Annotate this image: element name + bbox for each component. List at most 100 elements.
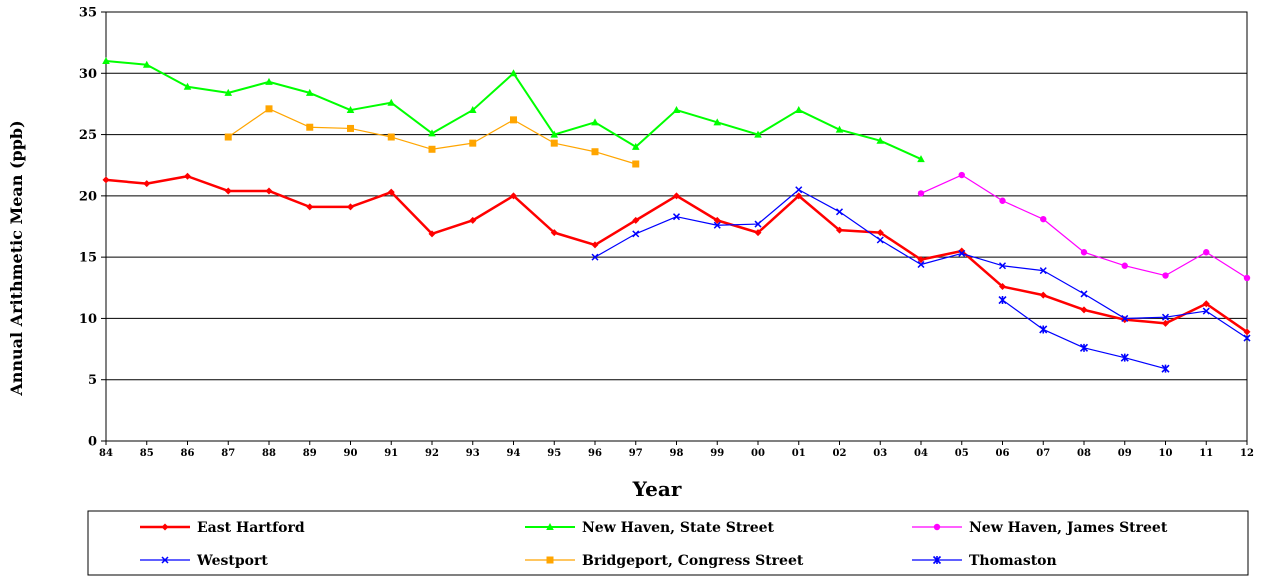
data-point	[550, 229, 558, 237]
legend-label: New Haven, James Street	[969, 520, 1168, 536]
x-tick-label: 04	[914, 448, 928, 459]
data-point	[917, 260, 925, 269]
legend-marker	[932, 555, 942, 565]
data-point	[1243, 334, 1251, 342]
data-point	[876, 236, 884, 244]
data-point	[1120, 353, 1129, 362]
data-point	[1040, 215, 1047, 223]
data-point	[754, 220, 762, 228]
data-point	[387, 188, 395, 196]
y-tick-label: 10	[79, 312, 97, 327]
data-point	[672, 213, 681, 221]
legend-label: Westport	[196, 553, 268, 569]
data-point	[713, 118, 722, 126]
y-axis-ticks: 0 5 10 15 20 25 30 35	[79, 6, 106, 450]
y-tick-label: 35	[79, 6, 97, 21]
data-point	[1161, 313, 1170, 321]
x-tick-label: 85	[140, 448, 154, 459]
legend-marker	[546, 523, 554, 530]
series-line	[105, 174, 1248, 333]
data-point	[1080, 306, 1088, 314]
x-axis-ticks: 84 85 86 87 88 89 90 91 92 93 94 95 96 97 98 99 00 01 02 03…	[99, 441, 1254, 459]
x-tick-label: 88	[262, 448, 276, 459]
data-point	[631, 142, 640, 150]
data-point	[102, 57, 110, 65]
data-point	[469, 216, 477, 224]
data-point	[1039, 267, 1047, 275]
data-point	[1039, 325, 1048, 334]
data-point	[142, 60, 151, 68]
x-tick-label: 01	[792, 448, 806, 459]
x-tick-label: 95	[547, 448, 561, 459]
y-tick-label: 20	[79, 189, 97, 204]
legend: East Hartford New Haven, State Street New …	[87, 510, 1249, 576]
x-tick-label: 10	[1159, 448, 1173, 459]
data-point	[306, 123, 314, 131]
x-tick-label: 12	[1240, 448, 1254, 459]
data-point	[1243, 328, 1251, 336]
data-point	[999, 283, 1006, 291]
data-point	[876, 136, 885, 144]
data-point	[999, 197, 1006, 204]
data-point	[1243, 274, 1251, 282]
data-point	[224, 88, 233, 96]
x-tick-label: 94	[507, 448, 521, 459]
data-point	[713, 216, 721, 224]
x-tick-label: 96	[588, 448, 602, 459]
x-tick-label: 89	[303, 448, 317, 459]
data-point	[1080, 249, 1088, 256]
legend-item: New Haven, James Street	[912, 520, 1168, 536]
data-point	[265, 187, 273, 195]
data-point	[672, 106, 681, 114]
x-tick-label: 98	[670, 448, 684, 459]
series-layer	[102, 57, 1251, 373]
data-point	[795, 186, 803, 194]
x-tick-label: 07	[1036, 448, 1050, 459]
data-point	[958, 249, 966, 257]
data-point	[713, 221, 721, 229]
data-point	[510, 192, 517, 200]
data-point	[265, 105, 273, 113]
legend-label: New Haven, State Street	[582, 520, 775, 536]
y-tick-label: 25	[79, 128, 97, 143]
data-point	[1121, 262, 1128, 269]
x-tick-label: 03	[873, 448, 887, 459]
x-tick-label: 93	[466, 448, 480, 459]
data-point	[876, 229, 884, 237]
data-point	[795, 192, 803, 200]
series-line	[227, 108, 636, 165]
x-tick-label: 09	[1118, 448, 1132, 459]
series-5	[998, 295, 1170, 373]
data-point	[836, 226, 843, 234]
plot-area	[105, 11, 1248, 442]
data-point	[387, 98, 396, 106]
series-line	[920, 174, 1248, 279]
y-tick-label: 0	[88, 435, 97, 450]
x-tick-label: 08	[1077, 448, 1091, 459]
data-point	[1202, 300, 1210, 308]
data-point	[1161, 364, 1170, 373]
y-axis-label: Annual Arithmetic Mean (ppb)	[7, 120, 26, 396]
data-point	[347, 203, 354, 211]
legend-marker	[161, 523, 169, 531]
data-point	[469, 139, 477, 147]
series-4	[224, 105, 640, 168]
data-point	[998, 295, 1007, 305]
data-point	[794, 106, 803, 114]
data-point	[591, 241, 599, 249]
grid-lines	[106, 11, 1247, 442]
data-point	[265, 77, 273, 85]
series-3	[591, 186, 1251, 342]
data-point	[958, 171, 965, 179]
legend-marker	[546, 556, 554, 564]
data-point	[1202, 307, 1210, 315]
legend-marker	[161, 556, 169, 564]
data-point	[224, 133, 232, 141]
data-point	[917, 256, 925, 264]
data-point	[1162, 272, 1169, 279]
x-tick-label: 11	[1199, 448, 1213, 459]
legend-item: Thomaston	[912, 553, 1057, 569]
data-point	[428, 230, 436, 238]
legend-label: Bridgeport, Congress Street	[582, 553, 804, 569]
